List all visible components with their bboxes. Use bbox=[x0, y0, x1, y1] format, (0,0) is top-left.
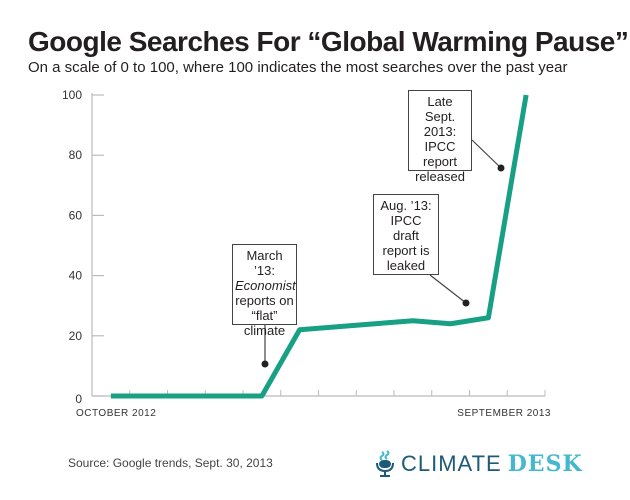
annotation-dot bbox=[261, 360, 269, 368]
annotation-line: climate bbox=[243, 323, 286, 338]
line-chart: 0 20 40 60 80 100 OCTOBER 2012 SEPTEMBER 2013 bbox=[62, 88, 551, 419]
y-tick-label: 100 bbox=[62, 88, 82, 102]
y-tick-label: 40 bbox=[69, 269, 83, 283]
annotation-line: Aug. ’13: bbox=[380, 198, 432, 213]
annotation-line: IPCC bbox=[424, 139, 456, 154]
y-tick-label: 20 bbox=[69, 329, 83, 343]
x-tick-label: OCTOBER 2012 bbox=[76, 408, 156, 419]
annotation-line: “flat” bbox=[251, 308, 278, 323]
annotation-line: reports on bbox=[235, 293, 294, 308]
y-tick-label: 80 bbox=[69, 148, 83, 162]
microphone-icon bbox=[376, 450, 394, 477]
annotation-line: report is bbox=[382, 243, 430, 258]
annotation-leader bbox=[429, 274, 467, 304]
chart-title: Google Searches For “Global Warming Paus… bbox=[28, 26, 629, 57]
annotation-line: Economist bbox=[235, 278, 296, 293]
climate-desk-logo: CLIMATE DESK bbox=[375, 450, 583, 478]
logo-word-desk: DESK bbox=[507, 451, 583, 477]
annotation-line: IPCC draft bbox=[390, 213, 422, 243]
annotation-dot bbox=[462, 299, 470, 307]
annotation-dot bbox=[497, 164, 505, 172]
source-note: Source: Google trends, Sept. 30, 2013 bbox=[68, 456, 273, 470]
annotation-box: March ’13: Economist reports on “flat” clima… bbox=[232, 244, 297, 338]
annotation-leader bbox=[471, 139, 502, 169]
annotation-box: Late Sept. 2013: IPCC report released bbox=[408, 90, 472, 184]
annotation-line: leaked bbox=[386, 258, 426, 273]
x-tick-label: SEPTEMBER 2013 bbox=[457, 408, 551, 419]
annotation-line: Sept. 2013: bbox=[423, 109, 457, 139]
chart-subtitle: On a scale of 0 to 100, where 100 indica… bbox=[28, 59, 568, 76]
data-line bbox=[110, 94, 529, 399]
y-tick-label: 0 bbox=[75, 392, 82, 406]
y-tick-label: 60 bbox=[69, 208, 83, 222]
annotation-line: report bbox=[423, 154, 457, 169]
annotation-line: Late bbox=[427, 94, 453, 109]
logo-word-climate: CLIMATE bbox=[401, 451, 502, 476]
annotation-box: Aug. ’13: IPCC draft report is leaked bbox=[373, 194, 439, 275]
annotation-line: March ’13: bbox=[246, 248, 283, 278]
annotation-line: released bbox=[415, 169, 465, 184]
